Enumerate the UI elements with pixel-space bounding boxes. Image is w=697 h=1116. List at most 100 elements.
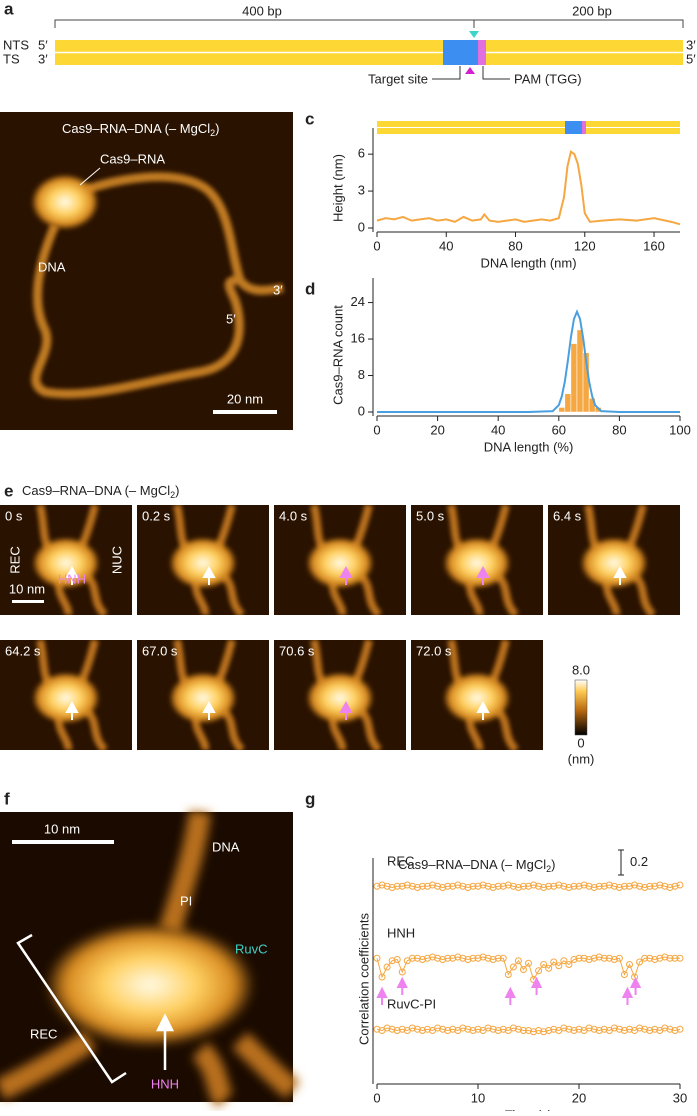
scale-label: 10 nm bbox=[9, 581, 45, 596]
data-point bbox=[580, 881, 588, 889]
data-point bbox=[535, 882, 543, 890]
data-point bbox=[408, 954, 416, 962]
condition: Cas9–RNA–DNA (– MgCl2) bbox=[62, 121, 219, 138]
data-point bbox=[565, 1025, 573, 1033]
end-label: 3′ bbox=[38, 51, 48, 66]
data-point bbox=[600, 882, 608, 890]
data-point bbox=[615, 954, 623, 962]
strand-label: TS bbox=[3, 51, 20, 66]
cas9-blob bbox=[31, 174, 99, 230]
y-axis-label: Correlation coefficients bbox=[356, 913, 371, 1045]
data-point bbox=[449, 882, 457, 890]
y-tick-label: 0 bbox=[358, 219, 365, 234]
data-point bbox=[585, 1024, 593, 1032]
data-point bbox=[671, 882, 679, 890]
data-point bbox=[666, 1025, 674, 1033]
condition-sub: 2 bbox=[210, 128, 215, 138]
data-point bbox=[464, 956, 472, 963]
time-label: 72.0 s bbox=[416, 643, 452, 658]
data-point bbox=[631, 881, 639, 889]
x-tick-label: 0 bbox=[373, 1090, 380, 1105]
x-tick-label: 80 bbox=[612, 422, 626, 437]
data-point bbox=[585, 956, 593, 963]
label: HNH bbox=[151, 1076, 179, 1091]
arrow bbox=[65, 700, 79, 720]
afm-image bbox=[0, 112, 293, 430]
data-point bbox=[545, 882, 553, 890]
data-point bbox=[393, 956, 401, 963]
label: RuvC bbox=[235, 941, 268, 956]
cleavage-marker bbox=[465, 67, 475, 74]
data-point bbox=[509, 963, 517, 971]
data-point bbox=[656, 954, 664, 962]
data-point bbox=[439, 956, 447, 963]
data-point bbox=[459, 1024, 467, 1032]
data-point bbox=[504, 881, 512, 889]
data-point bbox=[535, 967, 543, 975]
data-point bbox=[605, 881, 613, 889]
data-point bbox=[615, 884, 623, 891]
dna-schematic bbox=[377, 121, 680, 134]
data-point bbox=[620, 882, 628, 890]
data-point bbox=[479, 881, 487, 889]
data-point bbox=[595, 1027, 603, 1034]
data-point bbox=[595, 882, 603, 890]
domain-label: HNH bbox=[58, 571, 86, 586]
scale-bar-label: 0.2 bbox=[630, 854, 648, 869]
condition: Cas9–RNA–DNA (– MgCl2) bbox=[22, 483, 179, 500]
data-point bbox=[398, 1025, 406, 1033]
data-point bbox=[383, 963, 391, 971]
label: DNA bbox=[212, 839, 240, 854]
series-label: HNH bbox=[387, 925, 415, 940]
data-point bbox=[550, 1025, 558, 1033]
data-point bbox=[641, 884, 649, 891]
data-point bbox=[641, 954, 649, 962]
time-label: 5.0 s bbox=[416, 508, 445, 523]
data-point bbox=[464, 1025, 472, 1033]
arrow bbox=[613, 565, 627, 585]
data-point bbox=[676, 881, 684, 889]
data-point bbox=[575, 954, 583, 962]
data-point bbox=[651, 1025, 659, 1033]
data-point bbox=[444, 882, 452, 890]
cas9-blob bbox=[45, 923, 255, 1047]
data-point bbox=[560, 882, 568, 890]
data-point bbox=[378, 973, 386, 981]
time-label: 6.4 s bbox=[553, 508, 582, 523]
scale-label: 200 bp bbox=[572, 3, 612, 18]
data-point bbox=[595, 953, 603, 961]
data-point bbox=[509, 882, 517, 890]
hist-bar bbox=[558, 407, 566, 413]
data-point bbox=[388, 957, 396, 965]
scale-bar bbox=[618, 849, 624, 876]
data-point bbox=[474, 1025, 482, 1033]
panel-label: e bbox=[4, 481, 13, 500]
data-point bbox=[600, 954, 608, 962]
cleavage-marker bbox=[469, 31, 479, 38]
data-point bbox=[545, 964, 553, 972]
data-point bbox=[666, 954, 674, 962]
data-point bbox=[580, 954, 588, 962]
x-tick-label: 40 bbox=[491, 422, 505, 437]
x-tick-label: 30 bbox=[673, 1090, 687, 1105]
data-point bbox=[646, 1027, 654, 1034]
hist-bar bbox=[570, 343, 578, 413]
data-point bbox=[434, 954, 442, 962]
data-point bbox=[661, 1024, 669, 1032]
condition-text: Cas9–RNA–DNA (– MgCl bbox=[22, 483, 170, 498]
target-site bbox=[443, 40, 478, 65]
data-point bbox=[671, 1027, 679, 1034]
condition: Cas9–RNA–DNA (– MgCl2) bbox=[398, 857, 555, 874]
data-point bbox=[620, 1027, 628, 1034]
condition-sub: 2 bbox=[170, 490, 175, 500]
data-point bbox=[540, 884, 548, 891]
arrow bbox=[65, 565, 79, 585]
data-point bbox=[408, 882, 416, 890]
data-point bbox=[671, 954, 679, 962]
data-point bbox=[540, 961, 548, 968]
data-point bbox=[519, 966, 527, 973]
panel-label: a bbox=[4, 0, 14, 18]
data-point bbox=[439, 1025, 447, 1033]
arrow bbox=[476, 565, 490, 585]
data-point bbox=[413, 884, 421, 891]
